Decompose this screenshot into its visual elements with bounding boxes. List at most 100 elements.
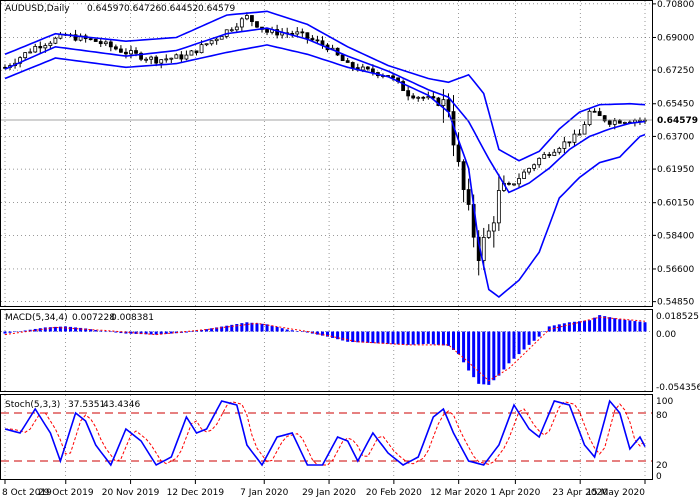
date-tick-label: 20 Nov 2019 xyxy=(102,488,160,498)
macd-bar xyxy=(608,317,612,332)
price-tick-label: 0.69000 xyxy=(657,33,694,43)
candle-body xyxy=(607,120,612,125)
macd-bar xyxy=(421,331,425,345)
macd-bar xyxy=(487,331,491,385)
candle-body xyxy=(113,46,118,50)
candle-body xyxy=(184,54,189,60)
macd-bar xyxy=(33,328,37,332)
macd-bar xyxy=(426,331,430,344)
macd-header-name: MACD(5,34,4) xyxy=(5,313,68,323)
candle-body xyxy=(522,171,526,179)
macd-bar xyxy=(240,323,244,332)
candle-body xyxy=(365,66,370,70)
bollinger-lower-band xyxy=(4,44,646,299)
candle-body xyxy=(557,148,562,153)
candle-body xyxy=(572,133,577,143)
macd-bar xyxy=(225,325,229,332)
price-header-close: 0.64579 xyxy=(198,4,235,14)
candle-body xyxy=(179,54,184,60)
candle-body xyxy=(507,182,511,185)
macd-bar xyxy=(401,331,405,345)
macd-bar xyxy=(361,331,365,343)
macd-bar xyxy=(295,331,299,332)
macd-bar xyxy=(114,331,118,333)
candle-body xyxy=(582,124,587,135)
macd-bar xyxy=(215,327,219,332)
macd-bar xyxy=(154,331,158,335)
macd-bar xyxy=(320,331,324,336)
macd-bar xyxy=(23,330,27,332)
date-tick-label: 7 Jan 2020 xyxy=(240,488,288,498)
candle-body xyxy=(622,122,627,124)
stoch-header-name: Stoch(5,3,3) xyxy=(5,400,60,410)
macd-bar xyxy=(537,331,541,337)
macd-bar xyxy=(572,321,576,332)
macd-bar xyxy=(220,326,224,332)
stoch-signal-line xyxy=(5,401,646,466)
macd-bar xyxy=(200,329,204,332)
macd-bar xyxy=(618,319,622,332)
macd-bar xyxy=(184,331,188,333)
macd-bar xyxy=(53,326,57,332)
stoch-tick-80: 80 xyxy=(656,411,668,421)
macd-header-signal: 0.008381 xyxy=(111,313,154,323)
candle-body xyxy=(108,41,113,48)
candle-body xyxy=(23,52,28,59)
price-tick-label: 0.61950 xyxy=(657,165,694,175)
candle-body xyxy=(73,34,78,41)
macd-bar xyxy=(588,320,592,332)
candle-body xyxy=(345,60,350,63)
macd-bar xyxy=(457,331,461,355)
macd-bar xyxy=(512,331,516,359)
macd-bar xyxy=(89,329,93,332)
candle-body xyxy=(411,95,416,99)
candle-body xyxy=(214,38,219,42)
candle-body xyxy=(401,81,406,92)
candle-body xyxy=(149,56,154,60)
candle-body xyxy=(491,222,496,232)
candle-body xyxy=(532,164,537,169)
candle-body xyxy=(567,141,572,144)
candle-body xyxy=(209,40,214,45)
macd-bar xyxy=(13,331,17,333)
macd-bar xyxy=(593,317,597,332)
macd-bar xyxy=(159,331,163,335)
macd-bar xyxy=(43,327,47,332)
macd-bar xyxy=(623,319,627,332)
macd-bar xyxy=(502,331,506,370)
candle-body xyxy=(310,38,315,41)
candle-body xyxy=(340,54,345,62)
macd-bar xyxy=(18,331,22,332)
macd-header-main: 0.007228 xyxy=(72,313,115,323)
candle-body xyxy=(159,59,164,64)
macd-bar xyxy=(497,331,501,376)
candle-body xyxy=(486,230,491,238)
candle-body xyxy=(496,190,501,224)
macd-bar xyxy=(416,331,420,345)
macd-signal-line xyxy=(4,316,646,382)
price-tick-label: 0.58400 xyxy=(657,231,694,241)
candle-body xyxy=(421,96,426,99)
macd-bar xyxy=(134,331,138,334)
macd-bar xyxy=(492,331,496,381)
macd-bar xyxy=(169,331,173,334)
candle-body xyxy=(134,50,138,54)
macd-bar xyxy=(210,328,214,332)
candle-body xyxy=(48,42,53,46)
macd-bar xyxy=(472,331,476,378)
candle-body xyxy=(612,120,617,125)
macd-bar xyxy=(285,329,289,332)
macd-bar xyxy=(477,331,481,384)
date-tick-label: 29 Jan 2020 xyxy=(302,488,356,498)
macd-bar xyxy=(99,330,103,332)
macd-bar xyxy=(366,331,370,343)
candle-body xyxy=(119,48,123,53)
candle-body xyxy=(370,68,375,73)
candle-body xyxy=(587,110,592,125)
candle-body xyxy=(164,58,169,61)
candle-body xyxy=(406,90,411,97)
candle-body xyxy=(350,62,355,69)
candle-body xyxy=(512,183,516,186)
candle-body xyxy=(144,58,149,61)
